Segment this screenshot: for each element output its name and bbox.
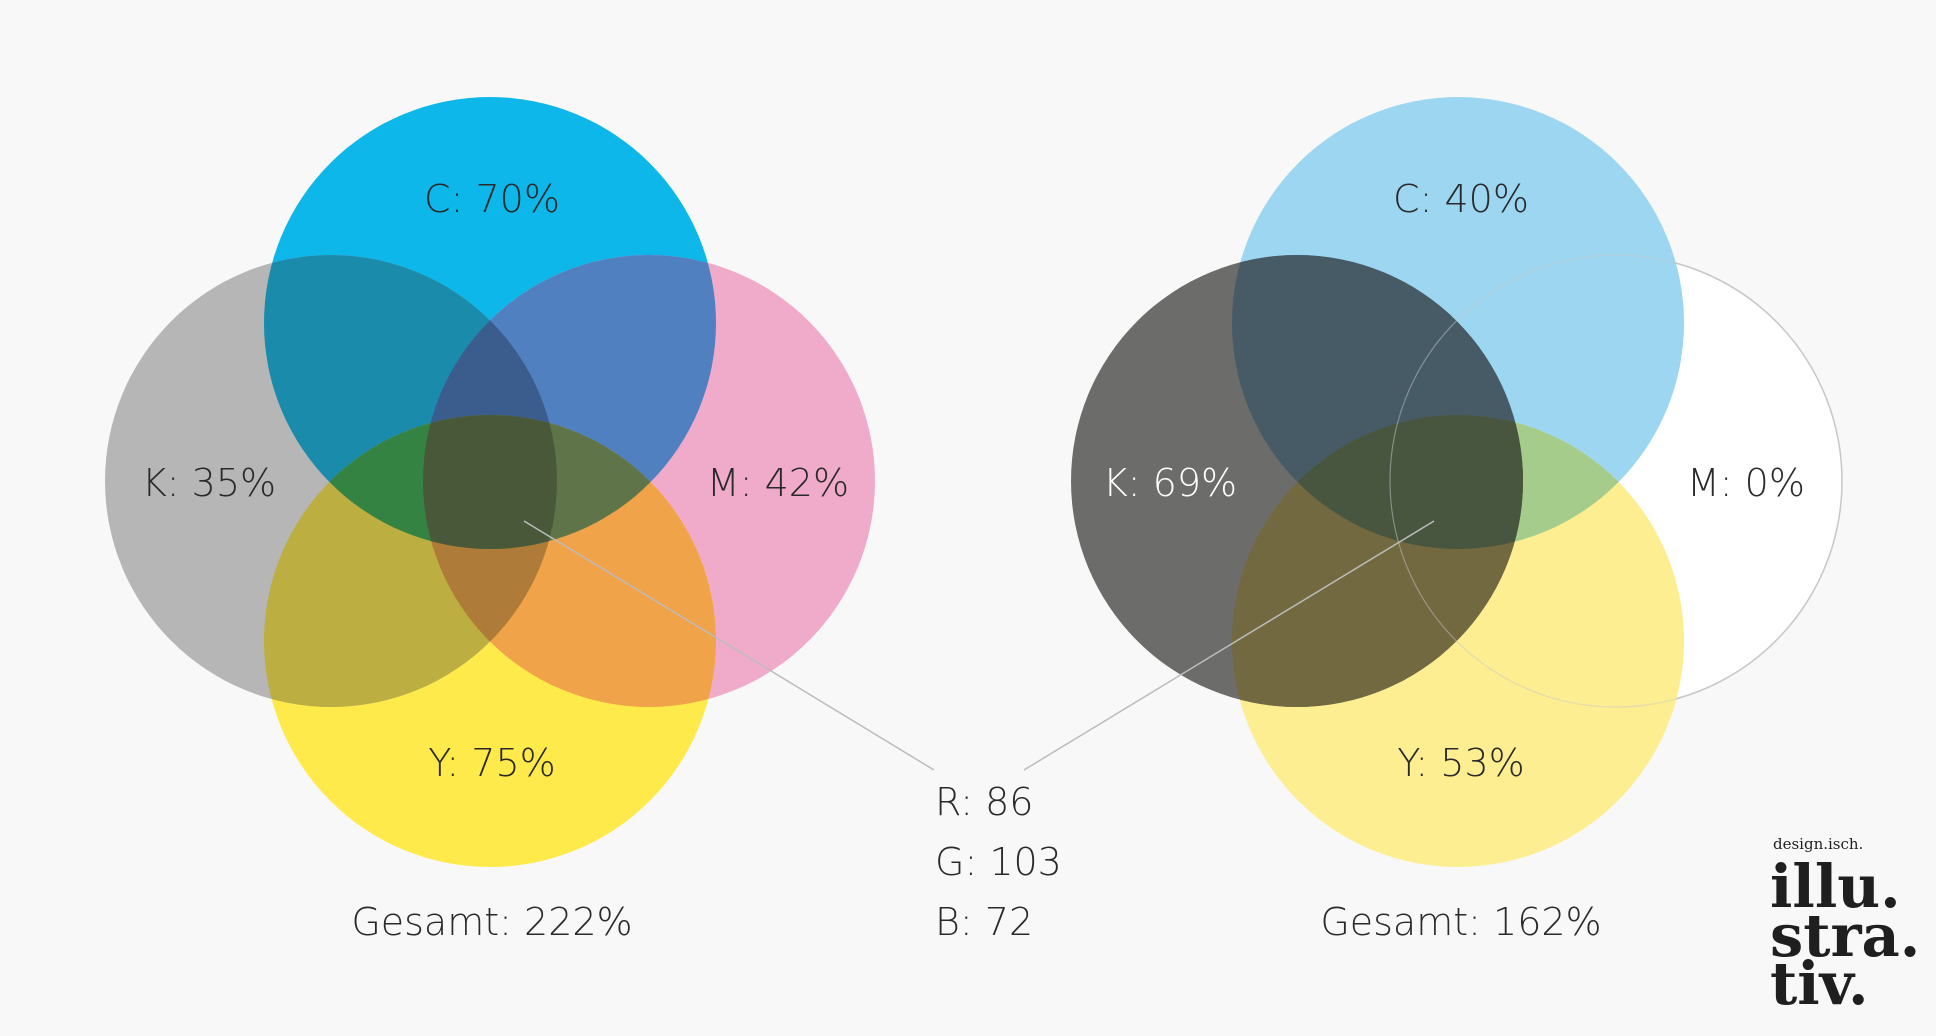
right-cmyk-set: C: 40% M: 0% Y: 53% K: 69% Gesamt: 162%: [1071, 97, 1843, 944]
right-overlap-c-k: [1232, 255, 1523, 549]
right-yellow-label: Y: 53%: [1397, 741, 1525, 785]
right-magenta-outline: [1389, 254, 1843, 708]
logo-tagline: design.isch.: [1773, 835, 1863, 853]
left-connector-line: [523, 520, 935, 771]
right-connector-line: [1023, 520, 1435, 771]
brand-logo: design.isch. illu. stra. tiv.: [1770, 835, 1920, 1018]
rgb-blue-value: B: 72: [935, 900, 1033, 944]
right-total-label: Gesamt: 162%: [1320, 900, 1601, 944]
left-cyan-label: C: 70%: [424, 177, 560, 221]
right-magenta-label: M: 0%: [1687, 461, 1805, 505]
left-overlap-m-k-y: [423, 415, 557, 707]
logo-line-2: stra.: [1770, 901, 1920, 970]
left-total-label: Gesamt: 222%: [351, 900, 632, 944]
rgb-result: R: 86 G: 103 B: 72: [935, 780, 1062, 944]
rgb-green-value: G: 103: [935, 840, 1062, 884]
rgb-red-value: R: 86: [935, 780, 1033, 824]
right-cyan-label: C: 40%: [1393, 177, 1529, 221]
left-black-label: K: 35%: [142, 461, 276, 505]
left-yellow-label: Y: 75%: [428, 741, 556, 785]
left-magenta-label: M: 42%: [707, 461, 849, 505]
left-cmyk-set: C: 70% M: 42% Y: 75% K: 35% Gesamt: 222%: [105, 97, 875, 944]
logo-line-1: illu.: [1770, 852, 1901, 921]
right-black-label: K: 69%: [1103, 461, 1237, 505]
logo-line-3: tiv.: [1770, 949, 1869, 1018]
